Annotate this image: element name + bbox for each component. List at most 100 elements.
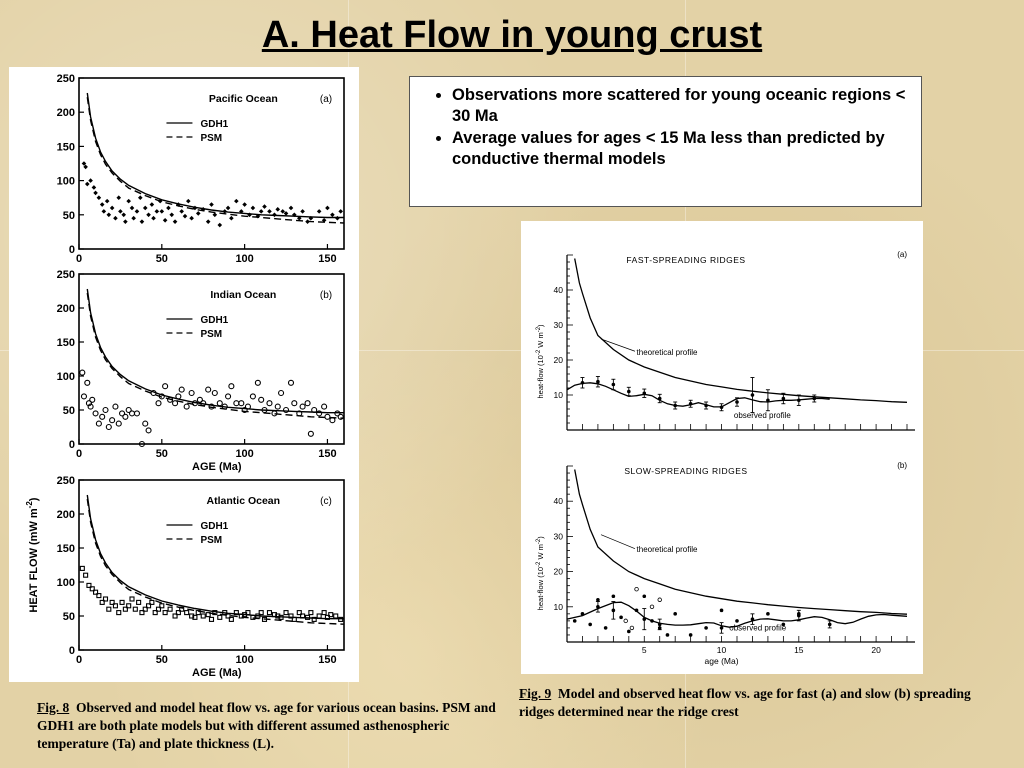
data-point	[291, 400, 298, 407]
x-tick-label: 0	[76, 253, 82, 265]
y-tick-label: 30	[554, 320, 564, 330]
data-point	[308, 610, 314, 616]
data-point	[189, 613, 195, 619]
panel-label: (c)	[320, 496, 332, 507]
data-point	[228, 383, 235, 390]
fig8-panel: 0 50 100 150 200 250 0 50 100 150 Pacific Ocean (a)…	[9, 67, 359, 682]
y-tick-label: 250	[57, 475, 75, 487]
panel-label: (b)	[897, 461, 907, 470]
data-point	[283, 610, 289, 616]
y-tick-label: 150	[57, 141, 75, 153]
data-point	[95, 420, 102, 427]
data-point	[766, 612, 770, 616]
annotation-observed: observed profile	[734, 411, 791, 420]
legend-label: PSM	[200, 329, 222, 340]
data-point	[159, 209, 165, 214]
y-tick-label: 0	[69, 244, 75, 256]
data-point	[250, 205, 256, 211]
bullet-box: Observations more scattered for young oc…	[409, 76, 922, 207]
data-point	[179, 209, 184, 214]
data-point	[87, 403, 94, 410]
chart-title: Atlantic Ocean	[207, 495, 281, 507]
data-point	[99, 599, 105, 605]
data-point	[175, 610, 181, 616]
data-point	[146, 212, 151, 218]
data-point	[96, 195, 102, 200]
plot-frame	[78, 77, 345, 250]
fig8-caption-text: Observed and model heat flow vs. age for…	[37, 700, 496, 751]
x-tick-label: 15	[794, 645, 804, 655]
data-point	[292, 212, 297, 218]
data-point	[102, 406, 109, 414]
data-point	[96, 593, 102, 599]
data-point	[131, 215, 136, 221]
data-point	[93, 589, 99, 595]
data-point	[195, 211, 201, 216]
data-point	[136, 599, 142, 605]
data-point	[274, 403, 281, 410]
y-tick-label: 50	[63, 210, 75, 222]
data-point	[330, 212, 335, 218]
data-point	[84, 181, 90, 187]
data-point	[91, 185, 97, 190]
data-point	[673, 612, 677, 616]
data-point	[125, 406, 132, 414]
data-point	[112, 603, 118, 609]
data-point	[137, 195, 143, 200]
data-point	[266, 400, 273, 407]
y-tick-label: 50	[63, 611, 75, 623]
data-point	[316, 209, 322, 214]
model-curve-gdh1	[86, 288, 344, 414]
annotation-leader	[600, 338, 636, 352]
data-point	[89, 396, 96, 403]
data-point	[304, 400, 311, 407]
data-point	[139, 610, 145, 616]
data-point	[106, 212, 112, 218]
data-point	[216, 400, 223, 407]
annotation-observed: observed profile	[729, 623, 786, 632]
mean-point	[781, 396, 786, 401]
data-point	[102, 596, 109, 602]
slide-title: A. Heat Flow in young crust	[261, 14, 763, 56]
y-axis-label: heat-flow (10-2 W m-2)	[536, 324, 545, 399]
chart-title: SLOW-SPREADING RIDGES	[624, 466, 747, 476]
data-point	[657, 626, 662, 630]
mean-point	[750, 617, 755, 621]
data-point	[254, 379, 261, 386]
data-point	[178, 386, 185, 393]
legend-label: PSM	[200, 133, 222, 144]
fig9-svg: 10 20 30 40 heat-flow (10-2 W m-2) FAST-SPREA…	[536, 250, 915, 666]
annotation-leader	[600, 534, 636, 550]
data-point	[311, 616, 317, 622]
mean-point	[766, 398, 770, 403]
mean-point	[688, 401, 693, 406]
data-point	[134, 209, 140, 214]
data-point	[229, 215, 234, 221]
data-point	[275, 207, 281, 212]
data-point	[152, 610, 158, 616]
fig8-caption: Fig. 8 Observed and model heat flow vs. …	[37, 699, 497, 753]
data-point	[172, 400, 179, 407]
data-point	[704, 626, 708, 630]
data-point	[109, 417, 116, 424]
y-tick-label: 50	[63, 405, 75, 417]
x-tick-label: 100	[235, 253, 253, 265]
x-tick-label: 20	[871, 645, 881, 655]
x-axis-label: AGE (Ma)	[192, 667, 242, 679]
data-point	[619, 615, 623, 620]
mean-point	[657, 622, 662, 627]
data-point	[121, 212, 127, 218]
data-point	[172, 219, 178, 224]
panel-label: (b)	[320, 290, 332, 301]
data-point	[118, 209, 123, 214]
data-point	[688, 633, 693, 637]
data-point	[188, 389, 195, 397]
data-point	[205, 386, 212, 393]
fig8-ref: Fig. 8	[37, 700, 70, 715]
x-axis-label: AGE (Ma)	[192, 461, 242, 473]
data-point	[167, 606, 173, 612]
legend-label: GDH1	[200, 521, 228, 532]
data-point	[208, 616, 215, 622]
data-point	[116, 195, 122, 200]
x-tick-label: 50	[156, 654, 168, 666]
